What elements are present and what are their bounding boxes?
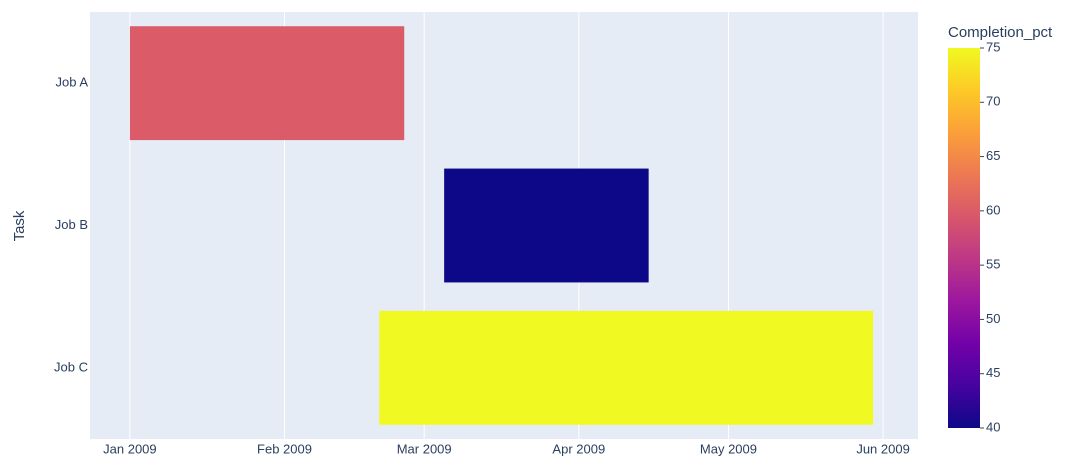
colorbar-tick-label: 70 <box>986 94 1000 109</box>
y-tick-label: Job A <box>55 75 88 90</box>
y-tick-label: Job C <box>54 359 88 374</box>
colorbar-tick-label: 65 <box>986 148 1000 163</box>
x-tick-label: Jan 2009 <box>103 441 157 456</box>
y-axis-title: Task <box>11 210 28 241</box>
bar <box>129 26 405 141</box>
x-tick-label: Jun 2009 <box>856 441 910 456</box>
colorbar-tick-label: 75 <box>986 39 1000 54</box>
x-tick-label: Apr 2009 <box>552 441 605 456</box>
colorbar <box>948 48 980 428</box>
colorbar-title: Completion_pct <box>948 24 1053 41</box>
y-tick-label: Job B <box>55 217 88 232</box>
x-tick-label: May 2009 <box>700 441 757 456</box>
colorbar-tick-label: 50 <box>986 311 1000 326</box>
colorbar-tick-label: 55 <box>986 257 1000 272</box>
colorbar-tick-label: 40 <box>986 419 1000 434</box>
bar <box>444 168 649 283</box>
colorbar-tick-label: 60 <box>986 202 1000 217</box>
colorbar-tick-label: 45 <box>986 365 1000 380</box>
x-tick-label: Mar 2009 <box>397 441 452 456</box>
x-tick-label: Feb 2009 <box>257 441 312 456</box>
bar <box>379 310 874 425</box>
